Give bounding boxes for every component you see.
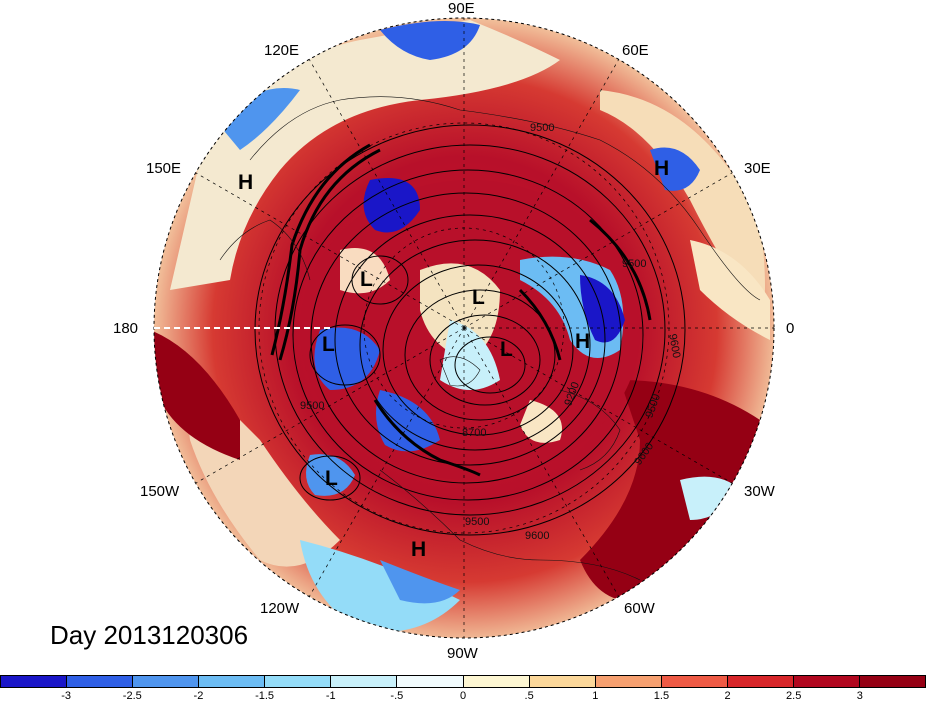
- colorbar-tick-label: 0: [459, 690, 467, 702]
- height-contours: [254, 124, 686, 536]
- low-pressure-center: L: [322, 333, 335, 356]
- timestamp-label: Day 2013120306: [50, 620, 249, 650]
- lon-label-150w: 150W: [140, 483, 180, 500]
- colorbar-segment: [727, 676, 794, 687]
- lon-label-150e: 150E: [146, 160, 182, 177]
- contour-label: 9600: [525, 530, 550, 542]
- map-grid: [153, 17, 775, 639]
- anomaly-field: [154, 18, 774, 638]
- colorbar-segment: [331, 676, 398, 687]
- colorbar-tick-label: 3: [856, 690, 863, 702]
- colorbar-segment: [860, 676, 926, 687]
- low-pressure-center: L: [360, 268, 373, 291]
- lon-label-30e: 30E: [744, 160, 771, 177]
- contour-label: 9500: [622, 258, 647, 270]
- lon-label-180: 180: [113, 320, 139, 337]
- colorbar-segment: [529, 676, 596, 687]
- colorbar-tick-label: -3: [61, 690, 72, 702]
- colorbar-segment: [1, 676, 68, 687]
- low-pressure-center: L: [325, 467, 338, 490]
- colorbar-segment: [265, 676, 332, 687]
- lon-label-120e: 120E: [264, 42, 300, 59]
- colorbar-tick-label: -2: [193, 690, 204, 702]
- colorbar-segment: [133, 676, 200, 687]
- colorbar-tick-label: 1: [592, 690, 599, 702]
- low-pressure-center: L: [500, 338, 513, 361]
- colorbar-tick-label: 1.5: [653, 690, 670, 702]
- coastlines: [219, 96, 761, 581]
- contour-label: 8700: [462, 427, 487, 439]
- colorbar-segment: [397, 676, 464, 687]
- high-pressure-center: H: [238, 171, 254, 194]
- lon-label-60w: 60W: [624, 600, 655, 617]
- contour-label: 9500: [465, 516, 490, 528]
- high-pressure-center: H: [654, 157, 670, 180]
- lon-label-90e: 90E: [448, 0, 475, 17]
- contour-label: 9500: [300, 400, 325, 412]
- lon-label-90w: 90W: [447, 645, 478, 662]
- lon-label-60e: 60E: [622, 42, 649, 59]
- colorbar-segment: [199, 676, 266, 687]
- lon-label-120w: 120W: [260, 600, 300, 617]
- colorbar: [0, 675, 926, 688]
- colorbar-segment: [67, 676, 134, 687]
- contour-label: 9500: [530, 122, 555, 134]
- colorbar-tick-label: 2.5: [786, 690, 802, 702]
- colorbar-segment: [661, 676, 728, 687]
- colorbar-segment: [595, 676, 662, 687]
- lon-label-0: 0: [786, 320, 795, 337]
- colorbar-tick-label: 2: [724, 690, 731, 702]
- low-pressure-center: L: [472, 286, 485, 309]
- high-pressure-center: H: [575, 330, 591, 353]
- colorbar-tick-label: -1: [325, 690, 336, 702]
- colorbar-segment: [463, 676, 530, 687]
- colorbar-tick-label: -2.5: [122, 690, 142, 702]
- colorbar-tick-label: -1.5: [255, 690, 275, 702]
- colorbar-tick-label: .5: [524, 690, 534, 702]
- colorbar-segment: [793, 676, 861, 687]
- colorbar-tick-label: -.5: [390, 690, 404, 702]
- high-pressure-center: H: [411, 538, 427, 561]
- lon-label-30w: 30W: [744, 483, 775, 500]
